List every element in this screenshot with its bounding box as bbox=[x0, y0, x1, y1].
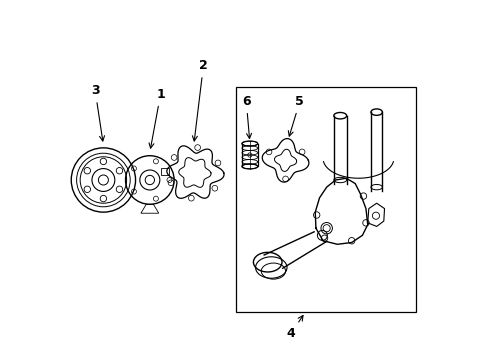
Text: 6: 6 bbox=[242, 95, 251, 139]
Text: 2: 2 bbox=[192, 59, 207, 141]
Text: 5: 5 bbox=[288, 95, 304, 136]
Bar bbox=[161, 168, 168, 175]
Text: 1: 1 bbox=[149, 88, 164, 148]
Bar bbox=[235, 87, 415, 312]
Text: 3: 3 bbox=[91, 84, 104, 141]
Text: 4: 4 bbox=[286, 315, 303, 340]
